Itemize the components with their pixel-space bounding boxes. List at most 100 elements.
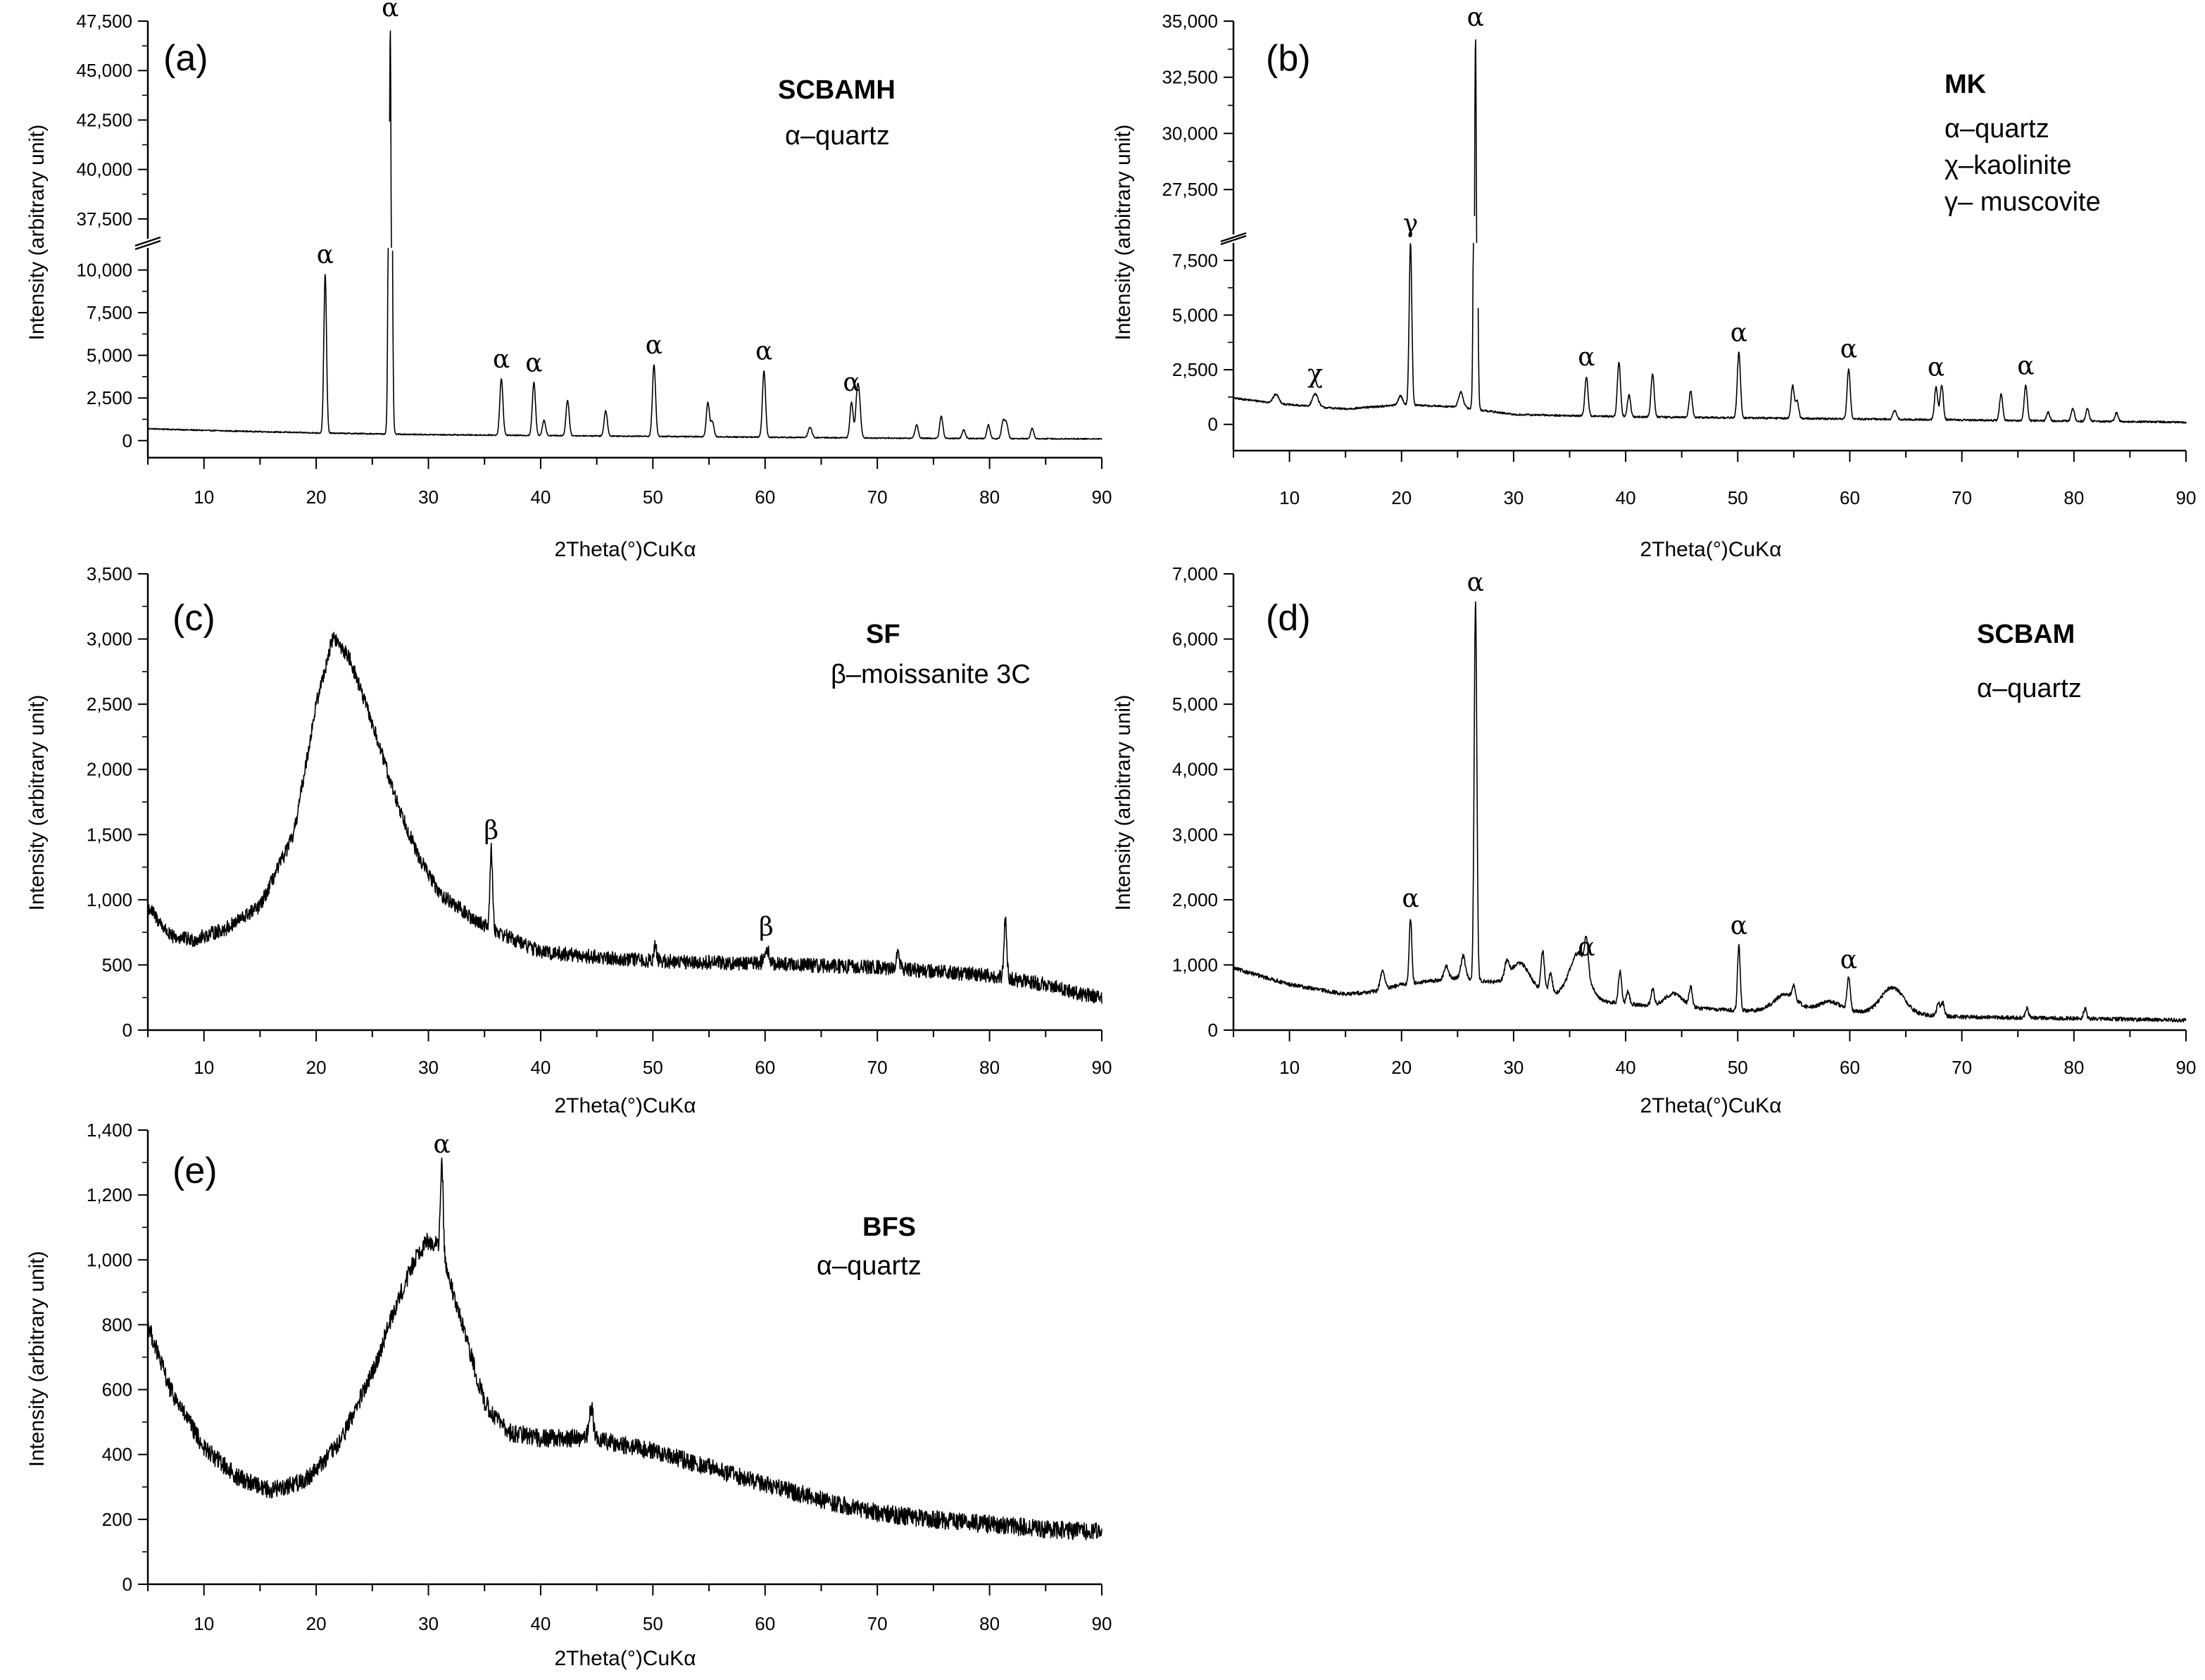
- x-tick-label: 40: [1616, 1057, 1636, 1078]
- y-tick-label: 200: [102, 1509, 132, 1530]
- y-tick-label: 45,000: [76, 60, 132, 81]
- x-tick-label: 80: [2063, 1057, 2084, 1078]
- x-axis-title: 2Theta(°)CuKα: [554, 1647, 696, 1670]
- y-tick-label: 2,500: [87, 387, 132, 408]
- x-tick-label: 30: [1503, 1057, 1524, 1078]
- y-tick-label: 6,000: [1172, 629, 1218, 650]
- x-tick-label: 60: [755, 1613, 775, 1634]
- panel-label: (b): [1266, 38, 1311, 79]
- x-tick-label: 80: [979, 1613, 1000, 1634]
- phase-legend-entry: γ– muscovite: [1945, 187, 2101, 217]
- axis-break-mark: [1220, 232, 1247, 246]
- peak-label: χ: [1307, 360, 1323, 389]
- peak-label: β: [484, 816, 498, 845]
- phase-legend-entry: α–quartz: [1945, 114, 2049, 144]
- x-axis-title: 2Theta(°)CuKα: [1640, 538, 1781, 561]
- y-tick-label: 0: [122, 1574, 132, 1595]
- x-tick-label: 90: [1092, 487, 1112, 508]
- x-tick-label: 30: [418, 1613, 439, 1634]
- panel-label: (e): [172, 1151, 218, 1191]
- y-tick-label: 600: [102, 1379, 132, 1400]
- x-tick-label: 30: [418, 487, 439, 508]
- panel-label: (a): [163, 38, 208, 79]
- x-tick-label: 60: [755, 487, 775, 508]
- x-tick-label: 30: [1503, 487, 1524, 508]
- x-tick-label: 80: [979, 1057, 1000, 1078]
- peak-label: α: [434, 1130, 451, 1159]
- peak-label: α: [1402, 884, 1419, 913]
- x-tick-label: 50: [1728, 1057, 1748, 1078]
- y-tick-label: 800: [102, 1314, 132, 1335]
- y-tick-label: 1,000: [87, 1249, 132, 1270]
- peak-label: α: [843, 368, 860, 397]
- x-tick-label: 10: [194, 1613, 214, 1634]
- y-tick-label: 0: [1208, 1020, 1218, 1041]
- y-tick-label: 30,000: [1162, 123, 1218, 144]
- peak-label: α: [646, 331, 662, 360]
- peak-label: α: [525, 349, 542, 377]
- peak-label: α: [2017, 352, 2034, 381]
- y-tick-label: 0: [122, 1020, 132, 1041]
- peak-label: α: [382, 0, 398, 23]
- x-tick-label: 60: [755, 1057, 775, 1078]
- panel-label: (c): [172, 598, 215, 639]
- x-tick-label: 80: [979, 487, 1000, 508]
- xrd-trace: [147, 30, 1102, 440]
- x-tick-label: 40: [1616, 487, 1636, 508]
- y-axis-title: Intensity (arbitrary unit): [25, 125, 49, 341]
- y-axis-title: Intensity (arbitrary unit): [25, 1251, 49, 1467]
- y-tick-label: 5,000: [87, 345, 132, 366]
- peak-label: α: [1730, 912, 1747, 941]
- y-tick-label: 500: [102, 954, 132, 975]
- y-axis-title: Intensity (arbitrary unit): [25, 695, 49, 911]
- y-tick-label: 1,000: [87, 889, 132, 910]
- x-tick-label: 70: [867, 1613, 888, 1634]
- peak-label: α: [1578, 343, 1595, 372]
- y-axis-title: Intensity (arbitrary unit): [1112, 695, 1135, 911]
- y-tick-label: 32,500: [1162, 67, 1218, 88]
- x-tick-label: 10: [194, 487, 214, 508]
- sample-name: BFS: [862, 1212, 916, 1242]
- x-tick-label: 50: [643, 487, 663, 508]
- peak-label: α: [493, 345, 510, 374]
- sample-name: SF: [866, 620, 900, 649]
- x-tick-label: 10: [1279, 487, 1300, 508]
- y-tick-label: 35,000: [1162, 11, 1218, 32]
- y-tick-label: 5,000: [1172, 694, 1218, 715]
- y-tick-label: 1,200: [87, 1184, 132, 1205]
- x-tick-label: 50: [643, 1613, 663, 1634]
- y-tick-label: 2,500: [1172, 359, 1218, 380]
- phase-legend-entry: α–quartz: [817, 1251, 922, 1281]
- axis-break-mark: [134, 236, 161, 251]
- xrd-trace: [1233, 601, 2187, 1023]
- x-tick-label: 70: [867, 1057, 888, 1078]
- sample-name: MK: [1945, 70, 1987, 99]
- peak-label: α: [1730, 318, 1747, 347]
- x-tick-label: 40: [530, 1613, 551, 1634]
- xrd-trace: [147, 1157, 1102, 1541]
- y-tick-label: 7,000: [1172, 563, 1218, 584]
- peak-label: γ: [1403, 209, 1419, 238]
- x-tick-label: 60: [1840, 1057, 1860, 1078]
- x-tick-label: 70: [1952, 1057, 1972, 1078]
- peak-label: α: [755, 337, 772, 365]
- peak-label: α: [1578, 933, 1595, 962]
- y-axis-title: Intensity (arbitrary unit): [1112, 125, 1135, 341]
- sample-name: SCBAMH: [778, 75, 896, 105]
- phase-legend-entry: α–quartz: [785, 121, 890, 151]
- phase-legend-entry: β–moissanite 3C: [831, 660, 1031, 689]
- y-tick-label: 2,000: [87, 759, 132, 780]
- y-tick-label: 1,400: [87, 1120, 132, 1141]
- xrd-trace: [1233, 39, 2187, 424]
- x-axis-title: 2Theta(°)CuKα: [554, 1094, 696, 1117]
- x-tick-label: 40: [530, 1057, 551, 1078]
- y-tick-label: 1,000: [1172, 954, 1218, 975]
- peak-label: α: [1840, 335, 1857, 364]
- x-tick-label: 90: [1092, 1613, 1112, 1634]
- x-tick-label: 20: [306, 1057, 327, 1078]
- peak-label: α: [1467, 568, 1484, 597]
- x-tick-label: 90: [1092, 1057, 1112, 1078]
- xrd-trace: [147, 632, 1102, 1004]
- y-tick-label: 2,000: [1172, 889, 1218, 910]
